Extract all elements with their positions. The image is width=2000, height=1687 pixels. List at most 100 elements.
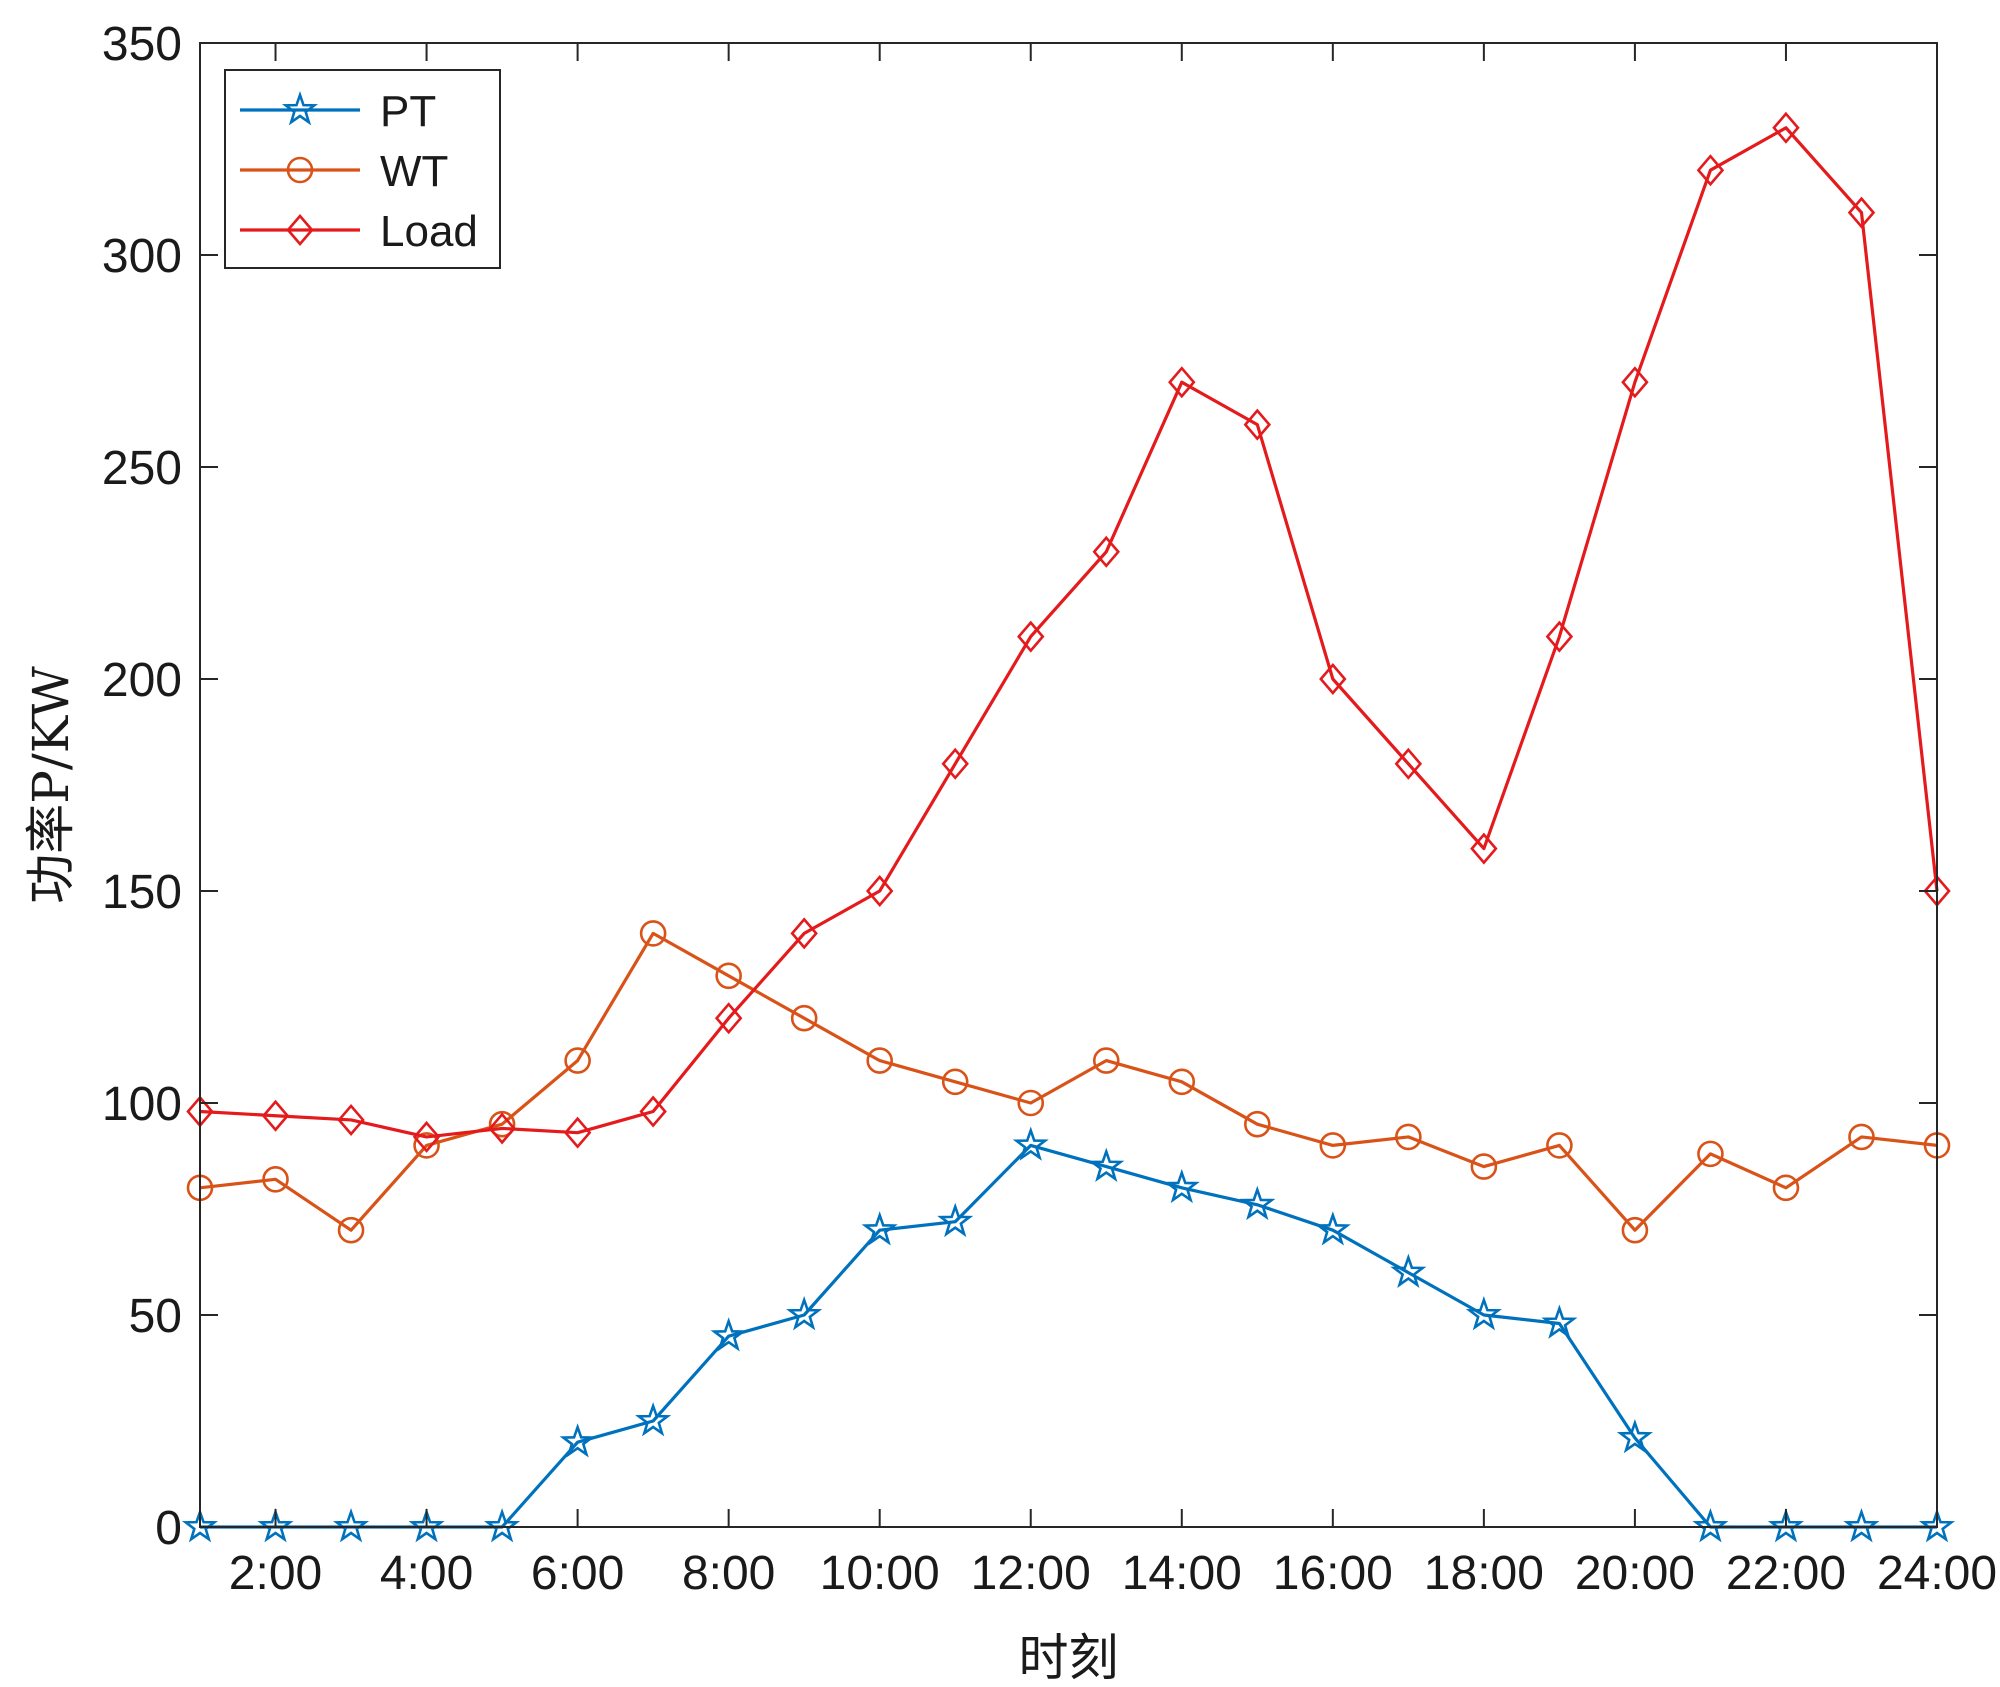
data-point-pt — [1163, 1168, 1200, 1204]
data-point-load — [261, 1099, 290, 1132]
data-point-load — [1470, 832, 1498, 865]
data-point-wt — [790, 1004, 818, 1032]
legend-marker-wt — [286, 156, 314, 184]
data-point-pt — [333, 1508, 370, 1543]
data-point-wt — [337, 1216, 365, 1244]
data-point-pt — [181, 1508, 219, 1543]
x-tick-label: 16:00 — [1273, 1547, 1393, 1600]
y-axis-label: 功率P/KW — [22, 666, 80, 904]
data-point-load — [1092, 535, 1120, 568]
series-wt — [186, 920, 1951, 1244]
data-point-pt — [1012, 1126, 1049, 1161]
data-point-load — [941, 747, 969, 780]
x-tick-label: 4:00 — [380, 1547, 473, 1600]
data-point-pt — [484, 1508, 521, 1543]
data-point-wt — [488, 1110, 516, 1138]
y-tick-label: 50 — [129, 1290, 182, 1343]
legend-label-wt: WT — [380, 147, 448, 196]
legend-label-load: Load — [380, 207, 478, 256]
data-point-pt — [937, 1202, 974, 1238]
series-line-load — [199, 126, 1939, 1139]
axes-layer: 2:00 4:00 6:00 8:00 10:00 12:00 14:00 16:00 18:0… — [102, 18, 1997, 1600]
x-tick-label: 12:00 — [971, 1547, 1091, 1600]
data-point-load — [1319, 663, 1347, 695]
series-line-pt — [200, 1143, 1937, 1529]
y-tick-label: 100 — [102, 1078, 182, 1131]
x-axis-label: 时刻 — [1019, 1629, 1119, 1687]
x-tick-label: 24:00 — [1877, 1547, 1997, 1600]
data-point-load — [1243, 408, 1272, 441]
data-point-wt — [1319, 1132, 1347, 1159]
data-point-pt — [1616, 1418, 1653, 1454]
x-tick-label: 22:00 — [1726, 1547, 1846, 1600]
data-point-pt — [1918, 1508, 1956, 1543]
data-point-wt — [1017, 1089, 1045, 1117]
y-tick-label: 300 — [102, 230, 182, 283]
data-point-wt — [639, 920, 667, 947]
data-point-wt — [1092, 1047, 1120, 1074]
data-point-pt — [786, 1296, 823, 1331]
data-point-pt — [1314, 1211, 1351, 1246]
x-tick-label: 6:00 — [531, 1547, 624, 1600]
legend-marker-pt — [281, 91, 319, 126]
y-tick-label: 350 — [102, 18, 182, 71]
data-point-load — [1168, 366, 1196, 399]
data-point-wt — [715, 962, 742, 990]
x-tick-label: 20:00 — [1575, 1547, 1695, 1600]
data-point-pt — [1465, 1296, 1502, 1331]
data-point-pt — [1239, 1185, 1276, 1221]
x-tick-label: 2:00 — [229, 1547, 322, 1600]
y-tick-label: 0 — [155, 1502, 182, 1555]
data-point-load — [563, 1116, 592, 1149]
data-point-pt — [710, 1317, 747, 1352]
data-point-wt — [1621, 1216, 1649, 1244]
data-point-load — [865, 875, 894, 907]
data-point-pt — [635, 1402, 672, 1437]
data-point-wt — [1848, 1123, 1875, 1151]
legend-label-pt: PT — [380, 87, 436, 136]
legend: PT WT Load — [224, 69, 501, 269]
data-point-load — [1772, 111, 1800, 144]
data-point-pt — [1767, 1508, 1804, 1543]
series-layer — [181, 111, 1956, 1543]
x-tick-label: 10:00 — [820, 1547, 940, 1600]
data-point-wt — [1168, 1068, 1196, 1096]
y-tick-label: 150 — [102, 866, 182, 919]
data-point-pt — [1088, 1147, 1125, 1182]
y-tick-label: 250 — [102, 442, 182, 495]
data-point-wt — [941, 1068, 969, 1096]
series-pt — [181, 1126, 1956, 1543]
data-point-pt — [1692, 1508, 1729, 1543]
data-point-load — [1621, 366, 1649, 399]
data-point-wt — [262, 1166, 289, 1193]
data-point-load — [714, 1002, 743, 1035]
data-point-load — [412, 1120, 441, 1153]
data-point-pt — [1390, 1253, 1427, 1288]
data-point-wt — [1244, 1110, 1271, 1138]
y-tick-label: 200 — [102, 654, 182, 707]
data-point-pt — [861, 1211, 898, 1246]
data-point-load — [790, 917, 818, 950]
data-point-pt — [559, 1423, 596, 1458]
data-point-wt — [866, 1047, 893, 1074]
data-point-pt — [408, 1508, 445, 1543]
series-load — [186, 111, 1951, 1153]
data-point-load — [1696, 154, 1725, 187]
data-point-wt — [1697, 1140, 1724, 1168]
plot-frame — [199, 42, 1938, 1528]
data-point-load — [1847, 196, 1876, 229]
legend-marker-load — [286, 214, 314, 246]
x-tick-label: 18:00 — [1424, 1547, 1544, 1600]
data-point-pt — [257, 1508, 294, 1543]
data-point-load — [1394, 747, 1423, 780]
x-tick-label: 8:00 — [682, 1547, 775, 1600]
data-point-load — [337, 1103, 365, 1136]
data-point-wt — [564, 1047, 591, 1074]
data-point-load — [488, 1112, 516, 1145]
data-point-pt — [1843, 1508, 1880, 1543]
data-point-load — [1017, 620, 1045, 653]
data-point-wt — [1395, 1123, 1422, 1151]
data-point-load — [1545, 620, 1574, 653]
series-line-wt — [199, 931, 1938, 1232]
